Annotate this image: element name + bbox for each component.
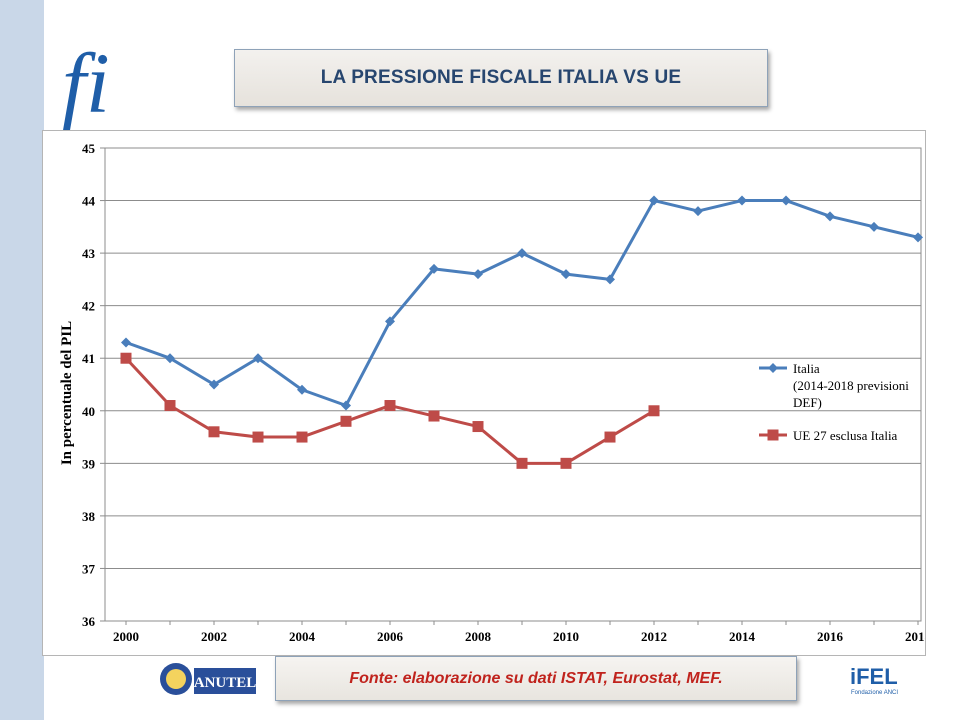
x-tick-label: 2010 (553, 629, 579, 644)
y-tick-label: 36 (82, 614, 96, 629)
data-point (869, 221, 879, 232)
legend-label: (2014-2018 previsioni (793, 378, 909, 393)
x-tick-label: 2012 (641, 629, 667, 644)
data-point (121, 337, 131, 348)
data-point (120, 352, 132, 364)
y-tick-label: 44 (82, 194, 96, 209)
data-point (165, 353, 175, 364)
x-tick-label: 2002 (201, 629, 227, 644)
ifel-logo-subtext: Fondazione ANCI (851, 690, 898, 696)
x-tick-label: 2004 (289, 629, 316, 644)
data-point (252, 431, 264, 443)
title-box: LA PRESSIONE FISCALE ITALIA VS UE (234, 49, 768, 107)
legend-marker (767, 429, 779, 441)
x-tick-label: 2014 (729, 629, 756, 644)
x-tick-label: 2016 (817, 629, 844, 644)
data-point (781, 195, 791, 206)
legend-label: DEF) (793, 395, 822, 410)
series-italia (121, 195, 923, 411)
chart-frame: 36 37 38 39 40 41 42 43 44 45 2000 2002 2004 2006 2008… (42, 130, 926, 656)
data-point (649, 195, 659, 206)
data-point (604, 431, 616, 443)
data-point (428, 410, 440, 422)
data-point (473, 269, 483, 280)
data-point (164, 400, 176, 412)
axis-layer: 36 37 38 39 40 41 42 43 44 45 2000 2002 2004 2006 2008… (82, 141, 925, 644)
data-point (296, 431, 308, 443)
data-point (561, 269, 571, 280)
legend-label: UE 27 esclusa Italia (793, 428, 898, 443)
legend-marker (768, 363, 778, 373)
legend: Italia (2014-2018 previsioni DEF) UE 27 esc… (759, 361, 909, 443)
data-point (517, 248, 527, 259)
data-point (297, 384, 307, 395)
left-stripe (0, 0, 44, 720)
series-ue (120, 352, 660, 469)
y-tick-label: 39 (82, 456, 96, 471)
fi-logo: fi (62, 40, 110, 131)
series-layer (120, 195, 923, 469)
data-point (253, 353, 263, 364)
data-point (472, 421, 484, 433)
x-tick-label: 2018 (905, 629, 925, 644)
data-point (429, 263, 439, 274)
data-point (737, 195, 747, 206)
y-tick-label: 42 (82, 299, 95, 314)
source-note: Fonte: elaborazione su dati ISTAT, Euros… (349, 669, 723, 687)
page-title: LA PRESSIONE FISCALE ITALIA VS UE (320, 67, 682, 88)
y-tick-label: 38 (82, 509, 96, 524)
data-point (605, 274, 615, 285)
ifel-logo-text: iFEL (850, 664, 898, 689)
data-point (693, 206, 703, 217)
data-point (384, 400, 396, 412)
x-tick-label: 2006 (377, 629, 404, 644)
data-point (516, 457, 528, 469)
y-tick-label: 40 (82, 404, 95, 419)
x-tick-label: 2000 (113, 629, 139, 644)
anutel-logo: ANUTEL (160, 663, 257, 695)
data-point (648, 405, 660, 417)
data-point (825, 211, 835, 222)
line-chart: 36 37 38 39 40 41 42 43 44 45 2000 2002 2004 2006 2008… (59, 141, 925, 644)
plot-area (104, 147, 922, 622)
y-tick-label: 41 (82, 351, 95, 366)
data-point (340, 415, 352, 427)
data-point (560, 457, 572, 469)
fi-logo-text: fi (62, 40, 110, 131)
source-box: Fonte: elaborazione su dati ISTAT, Euros… (275, 656, 797, 701)
data-point (913, 232, 923, 243)
y-tick-label: 45 (82, 141, 96, 156)
data-point (341, 400, 351, 411)
data-point (208, 426, 220, 438)
data-point (209, 379, 219, 390)
ifel-logo: iFEL Fondazione ANCI (850, 664, 898, 696)
data-point (385, 316, 395, 327)
x-tick-label: 2008 (465, 629, 492, 644)
y-tick-label: 37 (82, 561, 96, 576)
legend-label: Italia (793, 361, 820, 376)
y-tick-label: 43 (82, 246, 96, 261)
anutel-logo-text: ANUTEL (194, 675, 257, 691)
y-axis-label: In percentuale del PIL (59, 321, 75, 465)
